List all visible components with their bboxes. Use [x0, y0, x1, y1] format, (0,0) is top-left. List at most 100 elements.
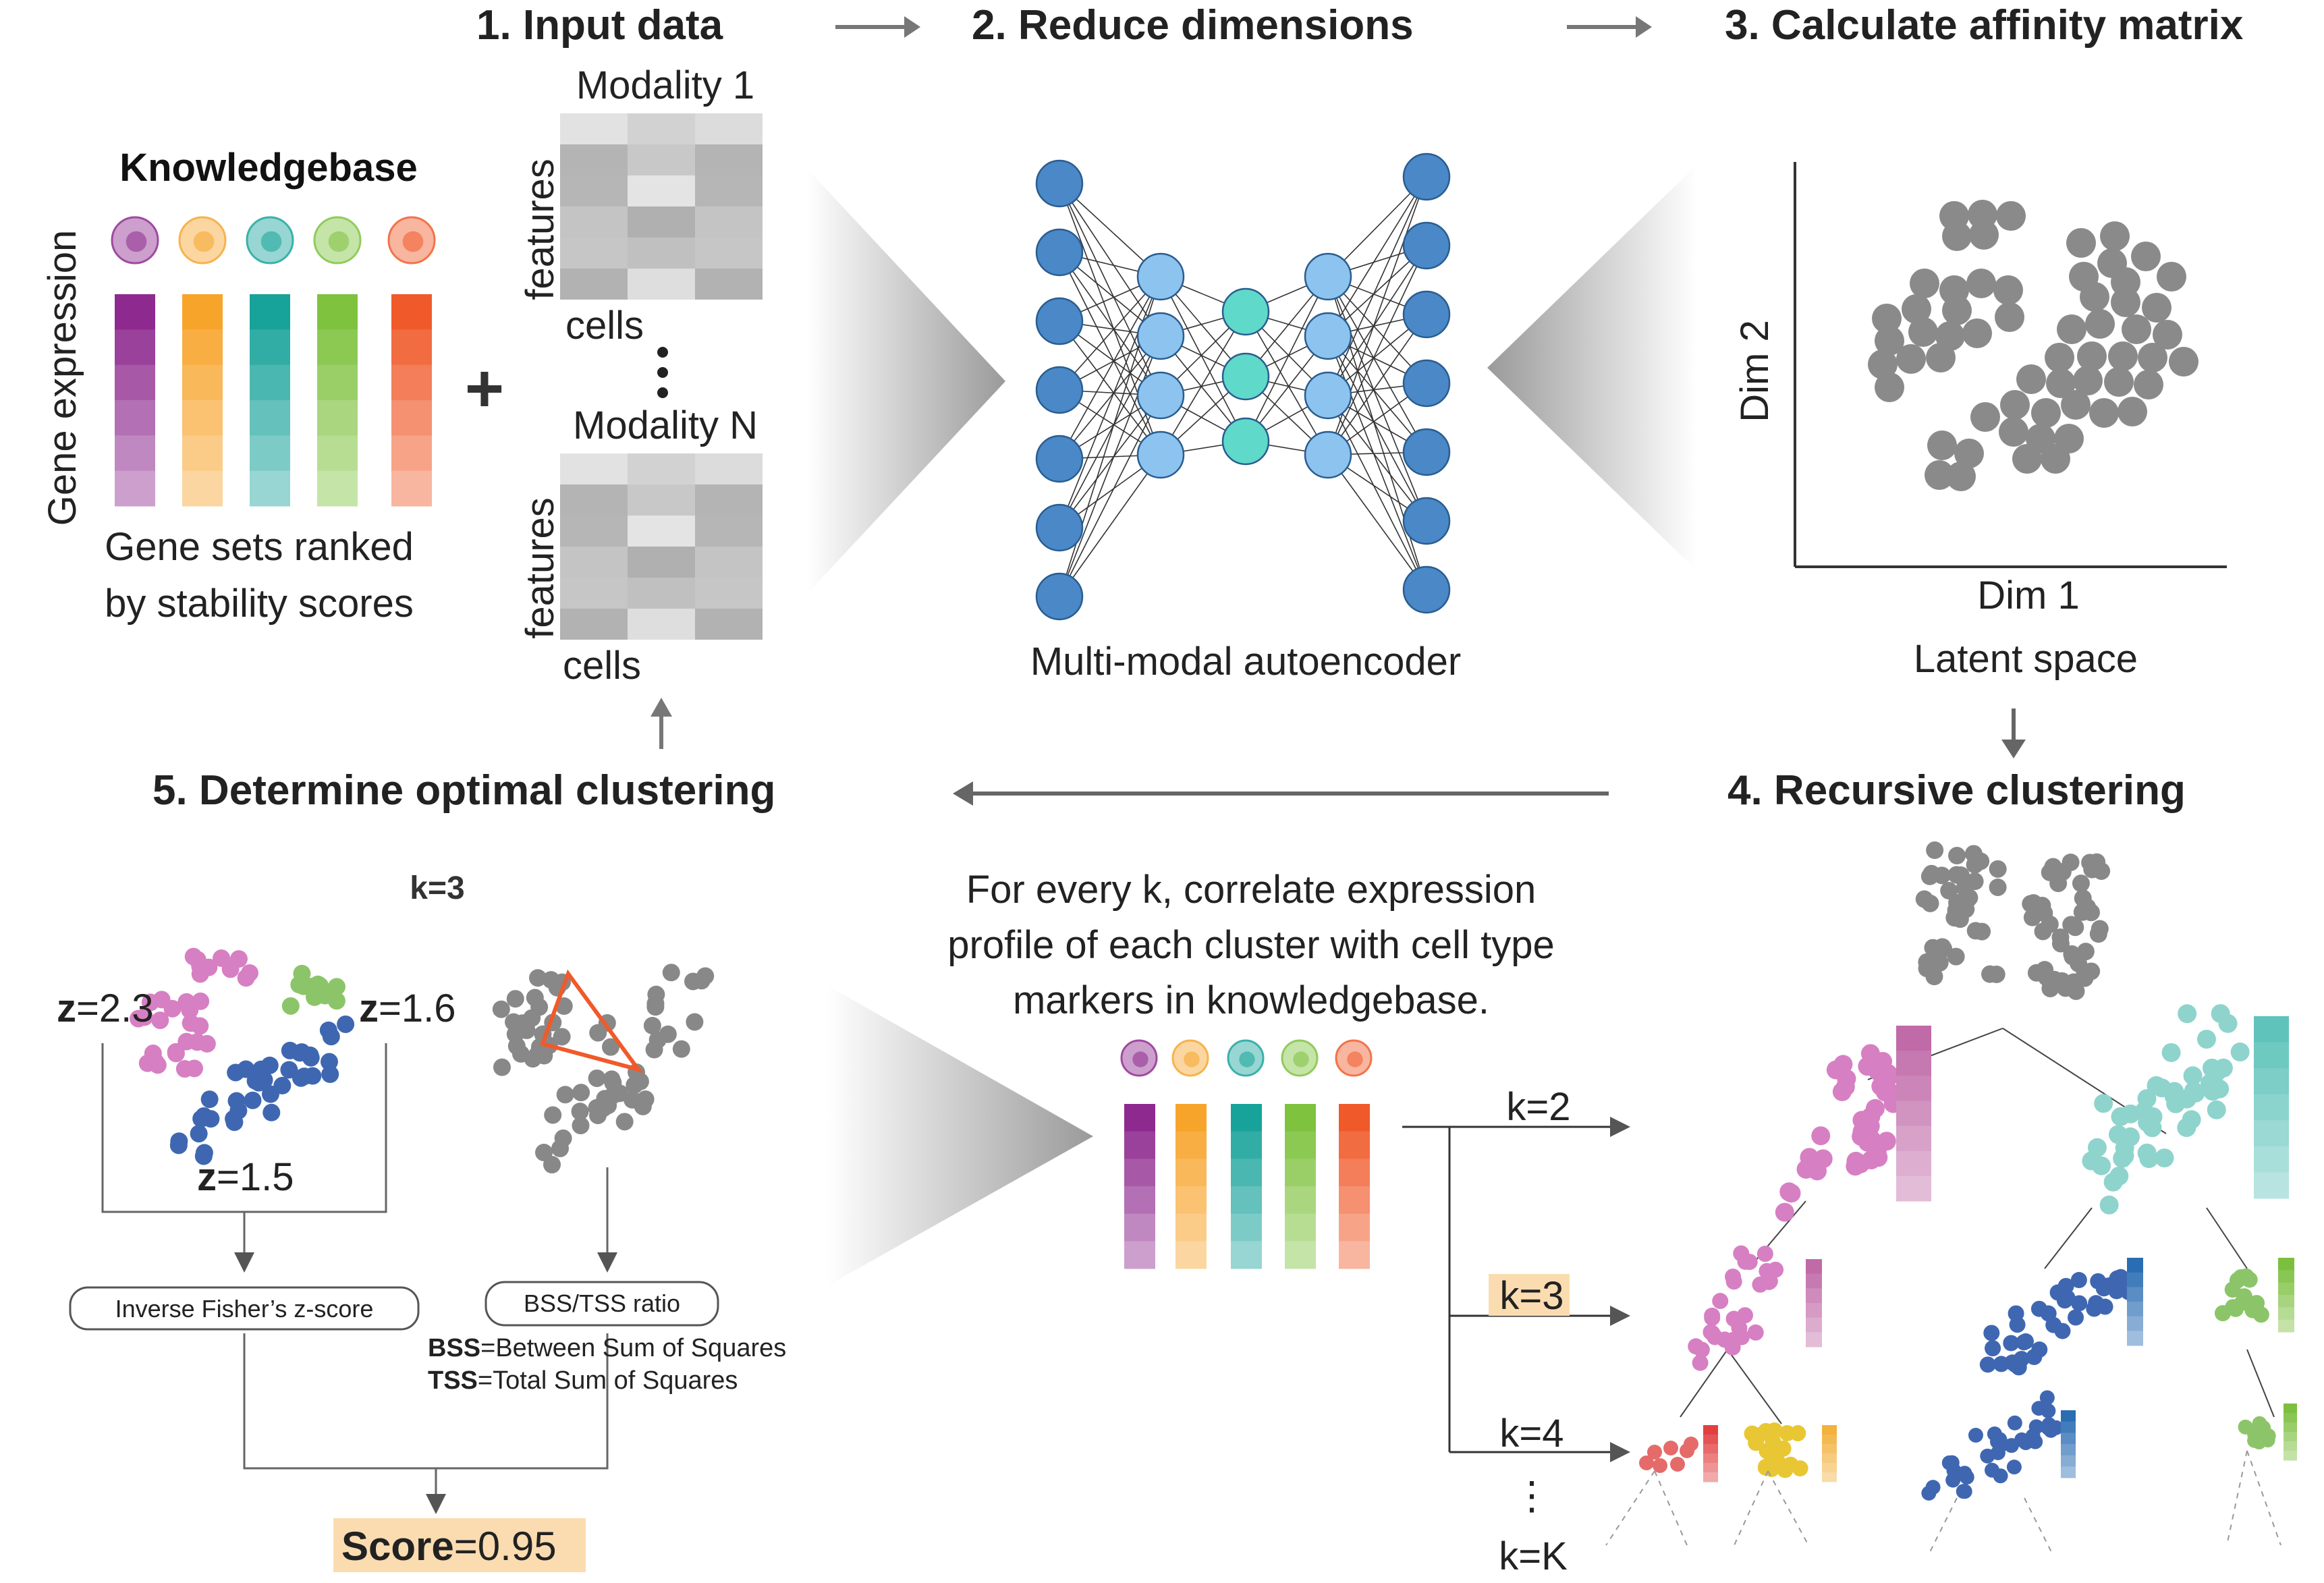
gene-set-bar-block — [115, 294, 155, 330]
k2-pink-bar-block — [1896, 1076, 1931, 1101]
centroid-scatter-point — [544, 1106, 562, 1124]
cell-type-icon-nucleus — [260, 231, 282, 252]
latent-point — [2077, 341, 2107, 371]
marker-bar-block — [1231, 1131, 1262, 1159]
marker-bar-block — [1339, 1104, 1370, 1132]
k4-green-bar-block — [2284, 1413, 2297, 1423]
tree-branch — [2044, 1207, 2093, 1269]
marker-bar-block — [1339, 1131, 1370, 1159]
marker-icons — [1120, 1039, 1373, 1077]
optimal-pink-point — [188, 1033, 206, 1051]
centroid-scatter-point — [556, 1086, 574, 1104]
gene-set-bars — [115, 294, 432, 507]
k3-pink-point — [1761, 1273, 1777, 1290]
k4-blue-bar-block — [2061, 1466, 2076, 1478]
centroid-scatter-point — [686, 1013, 704, 1031]
latent-point — [1962, 318, 1992, 348]
optimal-pink-point — [229, 950, 248, 968]
latent-point — [1995, 302, 2024, 332]
matrix-cell — [628, 516, 695, 547]
network-node — [1035, 503, 1084, 552]
k4-green-bar-block — [2284, 1432, 2297, 1442]
optimal-blue-point — [170, 1132, 188, 1150]
k4-blue-bar-block — [2061, 1444, 2076, 1456]
network-node — [1136, 431, 1185, 479]
k3-green-bar-block — [2278, 1282, 2294, 1296]
tree-root-point — [2062, 916, 2080, 934]
modality1-label: Modality 1 — [576, 63, 754, 107]
bss-ratio-label: BSS/TSS ratio — [524, 1289, 680, 1317]
centroid-scatter-point — [594, 1099, 613, 1117]
recursive-tree — [1605, 841, 2297, 1553]
matrix-cell — [628, 547, 695, 578]
k2-pink-point — [1781, 1184, 1801, 1203]
k4-yellow-bar-block — [1822, 1435, 1837, 1445]
k3-blue-point — [2017, 1333, 2034, 1350]
k4-green-bar-block — [2284, 1404, 2297, 1414]
latent-point — [1996, 201, 2026, 231]
correlate-line2: profile of each cluster with cell type — [947, 923, 1554, 967]
latent-point — [1970, 402, 2000, 432]
marker-bars — [1124, 1104, 1370, 1269]
gene-set-bar-block — [250, 435, 290, 472]
k2-pink-point — [1775, 1202, 1794, 1222]
k2-teal-point — [2103, 1172, 2123, 1192]
matrix-cell — [628, 238, 695, 269]
marker-bar-block — [1124, 1186, 1155, 1215]
marker-bar-block — [1175, 1159, 1207, 1187]
marker-bar-block — [1285, 1186, 1316, 1215]
latent-point — [2108, 341, 2138, 371]
k2-teal-point — [2161, 1043, 2181, 1062]
network-node — [1304, 431, 1352, 479]
plus-sign: + — [465, 351, 504, 426]
k2-pink-point — [1846, 1157, 1865, 1176]
latent-point — [2104, 367, 2134, 397]
latent-point — [1942, 296, 1972, 325]
latent-point — [1908, 317, 1938, 347]
matrix-cell — [560, 453, 628, 484]
network-node — [1221, 352, 1270, 401]
k2-teal-point — [2111, 1107, 2130, 1126]
centroid-scatter-point — [662, 964, 680, 982]
k2-pink-point — [1811, 1126, 1831, 1146]
matrix-cell — [560, 175, 628, 206]
optimal-k-label: k=3 — [410, 870, 464, 906]
network-edge — [1059, 321, 1161, 455]
network-node — [1035, 159, 1084, 208]
k3-green-bar-block — [2278, 1258, 2294, 1271]
k4-red-point — [1653, 1458, 1667, 1473]
tree-root-point — [2072, 874, 2090, 893]
latent-point — [2061, 390, 2091, 420]
tree-root-point — [2027, 964, 2045, 982]
k3-green-bar-block — [2278, 1270, 2294, 1283]
latent-point — [1993, 275, 2023, 305]
centroid-scatter-point — [542, 971, 560, 989]
k4-blue-point — [1925, 1480, 1941, 1495]
tree-root-point — [2024, 894, 2043, 912]
centroid-scatter-point — [572, 1117, 590, 1135]
modalityN-features-label: features — [518, 497, 562, 639]
k4-blue-bar-block — [2061, 1455, 2076, 1467]
matrix-cell — [695, 453, 763, 484]
cell-type-icon-nucleus — [193, 231, 215, 252]
gene-set-bar-block — [115, 470, 155, 507]
optimal-green-point — [294, 977, 312, 995]
k3-pink-point — [1712, 1293, 1729, 1310]
k3-green-bar-block — [2278, 1307, 2294, 1321]
network-node — [1035, 366, 1084, 414]
k2-pink-point — [1796, 1159, 1816, 1179]
arrow-2-to-3 — [1567, 16, 1652, 38]
optimal-blue-point — [195, 1144, 213, 1162]
tree-root-point — [1933, 938, 1952, 956]
centroid-scatter-point — [528, 1045, 547, 1063]
marker-bar-block — [1285, 1104, 1316, 1132]
network-node — [1035, 297, 1084, 345]
gene-set-bar-block — [182, 364, 223, 401]
centroid-scatter-point — [636, 1090, 655, 1109]
gene-set-bar-block — [115, 435, 155, 472]
k3-blue-point — [2070, 1272, 2087, 1289]
optimal-pink-point — [136, 1008, 154, 1026]
k4-yellow-bar-block — [1822, 1425, 1837, 1435]
latent-point — [2045, 343, 2074, 372]
